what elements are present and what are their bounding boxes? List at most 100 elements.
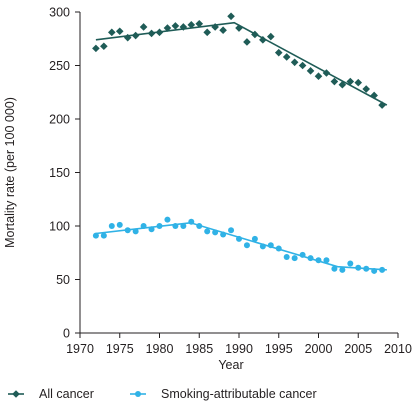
legend-item-all-cancer: All cancer (8, 387, 94, 401)
data-point-smoking-attributable-cancer (259, 243, 266, 250)
x-tick-label: 1975 (106, 342, 134, 356)
data-point-all-cancer (171, 22, 180, 30)
y-tick-label: 300 (49, 6, 70, 20)
data-point-smoking-attributable-cancer (315, 257, 322, 264)
data-point-smoking-attributable-cancer (291, 255, 298, 262)
data-point-smoking-attributable-cancer (148, 226, 155, 233)
legend-symbol-all-cancer (12, 390, 20, 398)
data-point-all-cancer (338, 80, 347, 89)
data-point-smoking-attributable-cancer (196, 223, 203, 229)
legend-symbol-smoking-attributable-cancer (135, 391, 141, 397)
data-point-smoking-attributable-cancer (228, 227, 235, 234)
data-point-all-cancer (362, 85, 370, 93)
series-smoking-attributable-cancer (92, 216, 387, 274)
data-point-all-cancer (290, 58, 299, 67)
data-point-all-cancer (155, 28, 164, 37)
data-point-smoking-attributable-cancer (220, 231, 227, 238)
data-point-all-cancer (227, 12, 235, 21)
legend-label-all-cancer: All cancer (39, 387, 94, 401)
data-point-smoking-attributable-cancer (347, 260, 354, 267)
data-point-smoking-attributable-cancer (164, 216, 171, 223)
legend-label-smoking-attributable-cancer: Smoking-attributable cancer (161, 387, 317, 401)
data-point-all-cancer (243, 38, 251, 46)
data-point-all-cancer (179, 23, 188, 31)
legend-marker-smoking-attributable-cancer (130, 391, 146, 397)
x-tick-label: 1970 (66, 342, 94, 356)
data-point-all-cancer (203, 28, 211, 37)
data-point-all-cancer (235, 24, 243, 32)
trend-line-all-cancer (95, 21, 388, 106)
data-point-smoking-attributable-cancer (100, 232, 107, 239)
data-point-smoking-attributable-cancer (156, 223, 163, 229)
data-point-smoking-attributable-cancer (307, 255, 314, 262)
data-point-smoking-attributable-cancer (251, 235, 258, 242)
data-point-smoking-attributable-cancer (188, 218, 195, 225)
data-point-smoking-attributable-cancer (236, 235, 242, 242)
data-point-smoking-attributable-cancer (267, 242, 274, 249)
x-tick-label: 1985 (185, 342, 213, 356)
data-point-smoking-attributable-cancer (283, 254, 290, 261)
data-point-smoking-attributable-cancer (116, 221, 123, 228)
data-point-all-cancer (108, 28, 116, 37)
y-tick-label: 100 (49, 220, 70, 234)
y-tick-label: 250 (49, 59, 70, 73)
data-point-all-cancer (306, 67, 315, 75)
data-point-smoking-attributable-cancer (323, 257, 330, 264)
y-tick-label: 50 (56, 273, 70, 287)
data-point-all-cancer (139, 23, 148, 31)
data-point-smoking-attributable-cancer (355, 264, 362, 271)
data-point-all-cancer (195, 19, 204, 28)
data-point-smoking-attributable-cancer (132, 228, 139, 235)
trend-line-smoking-attributable-cancer (95, 221, 387, 271)
data-point-all-cancer (251, 30, 259, 39)
y-axis-title: Mortality rate (per 100 000) (3, 97, 17, 248)
x-tick-label: 2010 (384, 342, 412, 356)
y-tick-label: 0 (63, 327, 70, 341)
data-point-smoking-attributable-cancer (299, 251, 306, 258)
data-point-all-cancer (259, 36, 267, 44)
data-point-all-cancer (282, 53, 291, 61)
data-point-smoking-attributable-cancer (371, 267, 378, 274)
y-tick-label: 150 (49, 166, 70, 180)
data-point-smoking-attributable-cancer (140, 223, 147, 229)
plot-area (92, 12, 388, 274)
data-point-smoking-attributable-cancer (108, 223, 115, 229)
data-point-all-cancer (219, 26, 227, 34)
data-point-all-cancer (267, 32, 275, 41)
data-point-smoking-attributable-cancer (275, 245, 282, 252)
data-point-all-cancer (100, 42, 108, 51)
legend-marker-all-cancer (8, 390, 24, 398)
data-point-all-cancer (354, 78, 363, 87)
data-point-all-cancer (322, 69, 331, 77)
data-point-all-cancer (163, 24, 172, 32)
x-tick-label: 2005 (344, 342, 372, 356)
axes: 0 50 100 150 200 250 300 1970 1975 1980 1985 1990 19… (49, 6, 412, 357)
series-all-cancer (92, 12, 388, 109)
data-point-all-cancer (298, 61, 307, 70)
legend-item-smoking-attributable-cancer: Smoking-attributable cancer (130, 387, 317, 401)
data-point-smoking-attributable-cancer (172, 223, 179, 229)
x-axis-title: Year (218, 358, 243, 372)
data-point-smoking-attributable-cancer (204, 228, 211, 235)
data-point-all-cancer (131, 31, 140, 40)
data-point-smoking-attributable-cancer (331, 265, 338, 272)
data-point-all-cancer (211, 23, 219, 31)
data-point-smoking-attributable-cancer (379, 266, 386, 273)
data-point-all-cancer (346, 77, 355, 86)
data-point-all-cancer (370, 91, 378, 100)
data-point-all-cancer (314, 72, 323, 80)
data-point-all-cancer (123, 33, 132, 42)
x-tick-label: 1995 (265, 342, 293, 356)
data-point-all-cancer (115, 27, 124, 36)
data-point-all-cancer (274, 48, 283, 57)
x-tick-label: 2000 (305, 342, 333, 356)
data-point-all-cancer (147, 29, 156, 38)
y-tick-label: 200 (49, 113, 70, 127)
data-point-smoking-attributable-cancer (212, 229, 219, 236)
legend: All cancer Smoking-attributable cancer (8, 387, 317, 401)
data-point-all-cancer (378, 101, 386, 109)
data-point-all-cancer (330, 77, 339, 86)
data-point-smoking-attributable-cancer (124, 227, 131, 234)
data-point-smoking-attributable-cancer (180, 223, 187, 229)
